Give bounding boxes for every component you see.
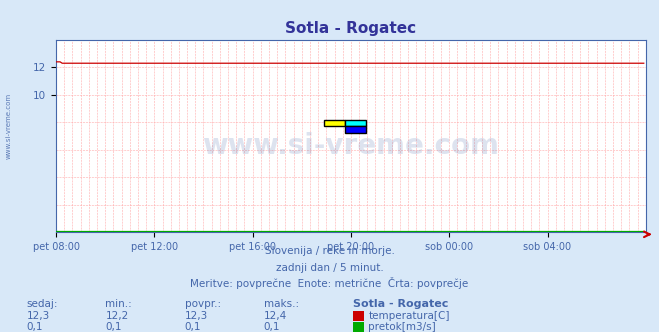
Text: www.si-vreme.com: www.si-vreme.com [202,132,500,160]
Text: pretok[m3/s]: pretok[m3/s] [368,322,436,332]
Text: maks.:: maks.: [264,299,299,309]
FancyBboxPatch shape [345,126,366,133]
FancyBboxPatch shape [324,120,345,126]
Text: zadnji dan / 5 minut.: zadnji dan / 5 minut. [275,263,384,273]
FancyBboxPatch shape [345,120,366,126]
Text: 12,2: 12,2 [105,311,129,321]
Text: sedaj:: sedaj: [26,299,58,309]
Text: 0,1: 0,1 [26,322,43,332]
Text: Sotla - Rogatec: Sotla - Rogatec [353,299,448,309]
Text: 12,3: 12,3 [26,311,49,321]
Title: Sotla - Rogatec: Sotla - Rogatec [285,21,416,36]
Text: 0,1: 0,1 [185,322,201,332]
Text: temperatura[C]: temperatura[C] [368,311,450,321]
Text: www.si-vreme.com: www.si-vreme.com [5,93,11,159]
Text: min.:: min.: [105,299,132,309]
Text: 12,4: 12,4 [264,311,287,321]
Text: 12,3: 12,3 [185,311,208,321]
Text: 0,1: 0,1 [105,322,122,332]
Text: povpr.:: povpr.: [185,299,221,309]
Text: Meritve: povprečne  Enote: metrične  Črta: povprečje: Meritve: povprečne Enote: metrične Črta:… [190,277,469,289]
Text: Slovenija / reke in morje.: Slovenija / reke in morje. [264,246,395,256]
Text: 0,1: 0,1 [264,322,280,332]
